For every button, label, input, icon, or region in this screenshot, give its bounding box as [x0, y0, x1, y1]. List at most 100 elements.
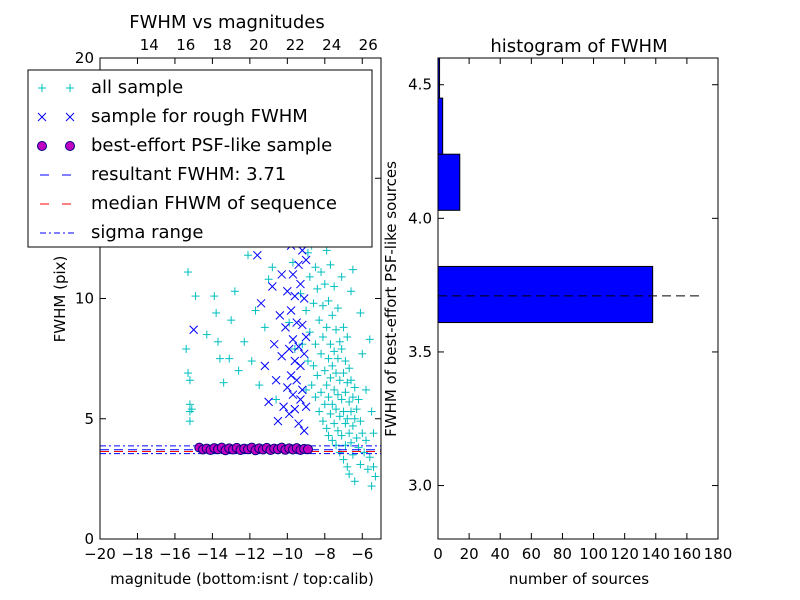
- rough-sample-point-b: [294, 260, 303, 270]
- all-sample-point: [330, 282, 339, 291]
- rough-sample-point-b: [294, 419, 303, 428]
- rough-sample-point-b: [297, 385, 307, 395]
- all-sample-point: [326, 260, 335, 269]
- rough-sample-point-b: [264, 397, 273, 407]
- all-sample-point: [326, 373, 335, 382]
- x-tick-label: 60: [522, 545, 541, 563]
- all-sample-point: [219, 378, 228, 387]
- rough-sample-point: [286, 371, 296, 380]
- all-sample-point: [185, 400, 194, 409]
- all-sample-point: [309, 361, 318, 370]
- all-sample-point: [184, 369, 193, 378]
- rough-sample-point: [277, 270, 287, 279]
- top-tick-label: 26: [359, 36, 378, 54]
- right-x-ticks: 0 20 40 60 80 100 120 140 160 180: [433, 58, 732, 563]
- left-top-ticks: 14 16 18 20 22 24 26: [140, 36, 378, 54]
- y-tick-label: 5: [84, 410, 94, 428]
- rough-sample-point: [189, 325, 199, 335]
- rough-sample-point-b: [189, 325, 199, 335]
- rough-sample-point: [260, 361, 270, 371]
- legend-box: [27, 69, 373, 248]
- rough-sample-point-b: [290, 404, 300, 414]
- rough-sample-point: [297, 246, 307, 255]
- top-tick-label: 20: [249, 36, 268, 54]
- rough-sample-point: [284, 344, 294, 354]
- all-sample-point: [184, 268, 193, 277]
- top-tick-label: 18: [213, 36, 232, 54]
- all-sample-point: [214, 337, 223, 346]
- rough-sample-point-b: [277, 270, 287, 279]
- y-tick-label: 4.5: [408, 76, 432, 94]
- y-tick-label: 20: [75, 49, 94, 67]
- all-sample-point: [333, 304, 342, 313]
- all-sample-point: [354, 443, 363, 452]
- all-sample-point: [326, 409, 335, 418]
- rough-sample-point-b: [301, 402, 311, 412]
- legend-symbol-best-b: [65, 141, 75, 151]
- rough-sample-point: [290, 291, 300, 301]
- all-sample-point: [317, 349, 326, 358]
- all-sample-point: [337, 272, 346, 281]
- rough-sample-point-b: [260, 361, 270, 371]
- all-sample-point: [356, 417, 365, 426]
- all-sample-point: [371, 472, 380, 481]
- rough-sample-point-b: [301, 332, 311, 342]
- rough-sample-point-b: [253, 250, 262, 260]
- all-sample-point: [367, 407, 376, 416]
- all-sample-point: [337, 345, 346, 354]
- all-sample-point: [185, 417, 194, 426]
- rough-sample-point: [286, 306, 296, 315]
- all-sample-point: [345, 364, 354, 373]
- all-sample-point: [333, 354, 342, 363]
- all-sample-point: [215, 354, 224, 363]
- all-sample-point: [330, 385, 339, 394]
- all-sample-point: [240, 337, 249, 346]
- rough-sample-point-b: [294, 342, 303, 351]
- all-sample-point: [318, 417, 327, 426]
- all-sample-point: [332, 325, 341, 334]
- rough-sample-point: [273, 416, 283, 426]
- rough-sample-point-b: [281, 323, 290, 332]
- all-sample-point: [332, 369, 341, 378]
- rough-sample-point: [267, 282, 277, 291]
- all-sample-point: [311, 393, 320, 402]
- all-sample-point: [345, 397, 354, 406]
- legend-symbol-all-b: [66, 84, 74, 92]
- rough-sample-point-b: [301, 255, 311, 265]
- legend-symbol-rough-b-b: [65, 112, 75, 122]
- y-tick-label: 3.5: [408, 343, 432, 361]
- legend-symbol-all-a: [38, 84, 46, 92]
- all-sample-point: [243, 251, 252, 260]
- rough-sample-point-b: [299, 294, 309, 303]
- all-sample-point: [185, 407, 194, 416]
- all-sample-point: [369, 429, 378, 438]
- rough-sample-point: [281, 323, 290, 332]
- all-sample-point: [350, 383, 359, 392]
- all-sample-point: [341, 388, 350, 397]
- rough-sample-point-b: [297, 320, 307, 330]
- y-tick-label: 0: [84, 530, 94, 548]
- all-sample-point: [317, 268, 326, 277]
- all-sample-point: [322, 424, 331, 433]
- all-sample-point: [347, 407, 356, 416]
- all-sample-point: [322, 246, 331, 255]
- x-tick-label: −18: [122, 545, 154, 563]
- rough-sample-point-b: [284, 409, 294, 419]
- histogram-bar: [437, 97, 444, 155]
- y-tick-label: 10: [75, 290, 94, 308]
- all-sample-point: [202, 330, 211, 339]
- legend: all sample sample for rough FWHM best-ef…: [27, 69, 373, 248]
- x-tick-label: 40: [491, 545, 510, 563]
- all-sample-point: [234, 366, 243, 375]
- legend-symbol-rough-b: [65, 112, 75, 122]
- rough-sample-point-b: [273, 416, 283, 426]
- histogram-bar: [437, 153, 461, 211]
- rough-sample-point: [288, 270, 298, 279]
- x-tick-label: −10: [272, 545, 304, 563]
- all-sample-point: [343, 332, 352, 341]
- all-sample-point: [333, 390, 342, 399]
- rough-sample-point: [301, 332, 311, 342]
- all-sample-point: [264, 275, 273, 284]
- rough-sample-point-b: [282, 286, 292, 296]
